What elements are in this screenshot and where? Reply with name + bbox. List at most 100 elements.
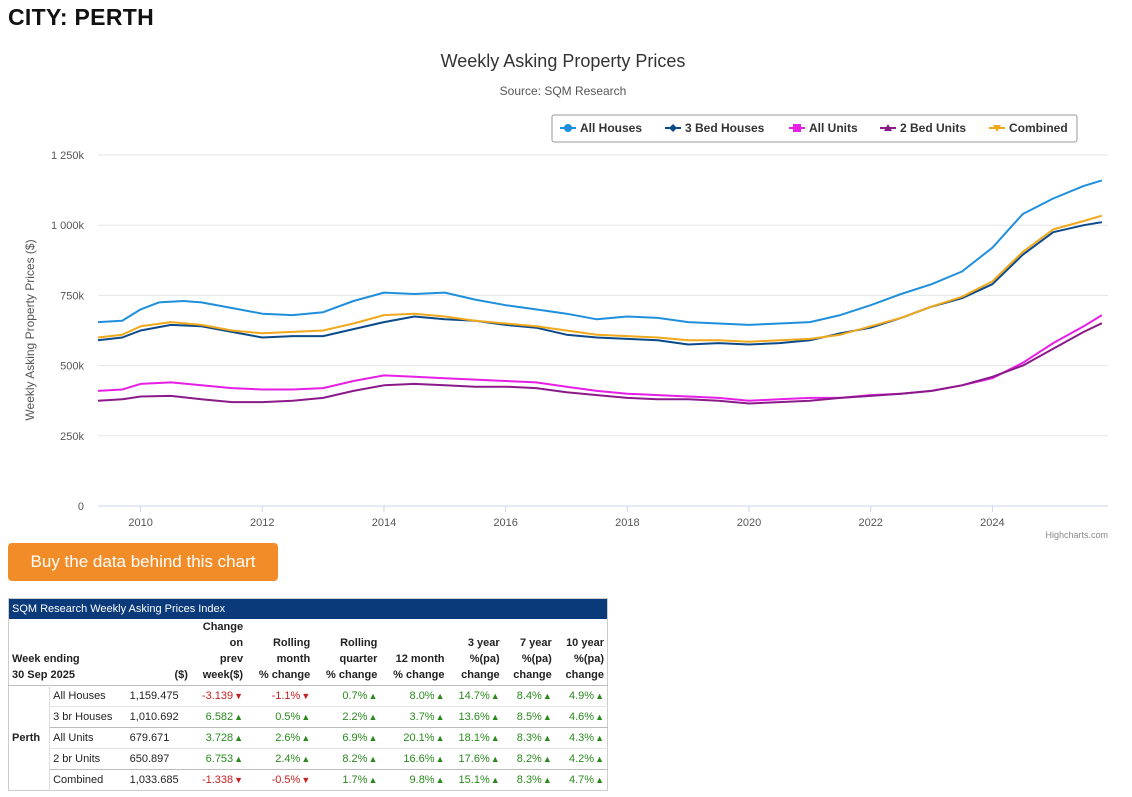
- legend-box: [551, 114, 1078, 143]
- table-row: 2 br Units 650.897 6.753▲ 2.4%▲ 8.2%▲ 16.6%▲ 1…: [9, 748, 608, 770]
- table-cell: 8.2%▲: [502, 748, 555, 770]
- chart-credits[interactable]: Highcharts.com: [1045, 530, 1108, 540]
- chart-legend: All Houses 3 Bed Houses All Units 2 Bed Uni…: [551, 114, 1078, 143]
- x-tick-label: 2014: [372, 517, 396, 529]
- table-cell: 15.1%▲: [447, 769, 503, 791]
- price-cell: 1,010.692: [126, 706, 191, 728]
- up-arrow-icon: ▲: [490, 754, 500, 764]
- price-chart: Weekly Asking Property Prices Source: SQ…: [23, 51, 1108, 540]
- table-cell: 20.1%▲: [380, 727, 448, 749]
- week-header: Week ending 30 Sep 2025: [12, 653, 80, 681]
- table-cell: 8.3%▲: [502, 727, 555, 749]
- table-cell: 0.5%▲: [246, 706, 314, 728]
- row-label: All Houses: [49, 685, 127, 707]
- table-cell: 4.7%▲: [554, 769, 608, 791]
- price-cell: 1,159.475: [126, 685, 191, 707]
- table-cell: 18.1%▲: [447, 727, 503, 749]
- up-arrow-icon: ▲: [368, 733, 378, 743]
- down-arrow-icon: ▼: [234, 691, 244, 701]
- up-arrow-icon: ▲: [490, 733, 500, 743]
- up-arrow-icon: ▲: [368, 712, 378, 722]
- up-arrow-icon: ▲: [234, 754, 244, 764]
- x-tick-label: 2024: [980, 517, 1004, 529]
- y-tick-label: 1 000k: [51, 220, 85, 232]
- table-cell: 14.7%▲: [447, 685, 503, 707]
- series-line-combined[interactable]: [97, 214, 1103, 343]
- up-arrow-icon: ▲: [542, 712, 552, 722]
- x-tick-label: 2012: [250, 517, 274, 529]
- table-cell: 6.582▲: [190, 706, 247, 728]
- table-cell: 3.728▲: [190, 727, 247, 749]
- table-cell: 2.6%▲: [246, 727, 314, 749]
- table-cell: 16.6%▲: [380, 748, 448, 770]
- price-index-table: SQM Research Weekly Asking Prices Index …: [8, 598, 608, 791]
- series-line-2-bed-units[interactable]: [97, 322, 1103, 405]
- table-cell: 1.7%▲: [313, 769, 381, 791]
- price-cell: 679.671: [126, 727, 191, 749]
- down-arrow-icon: ▼: [301, 691, 311, 701]
- y-tick-label: 1 250k: [51, 150, 85, 162]
- change-header: Change on prev week($): [202, 621, 244, 681]
- table-row: 3 br Houses 1,010.692 6.582▲ 0.5%▲ 2.2%▲ 3.7%…: [9, 706, 608, 728]
- rolling-month-header: Rolling month% change: [258, 637, 311, 681]
- up-arrow-icon: ▲: [490, 775, 500, 785]
- y-tick-label: 500k: [60, 361, 84, 373]
- twelve-month-header: 12 month% change: [393, 653, 445, 681]
- page-title: CITY: PERTH: [8, 4, 154, 30]
- city-label: Perth: [8, 685, 51, 791]
- legend-label: All Houses: [580, 121, 642, 135]
- table-cell: -0.5%▼: [246, 769, 314, 791]
- up-arrow-icon: ▲: [435, 733, 445, 743]
- series-line-all-houses[interactable]: [97, 179, 1103, 326]
- table-cell: 8.5%▲: [502, 706, 555, 728]
- table-cell: 17.6%▲: [447, 748, 503, 770]
- up-arrow-icon: ▲: [595, 691, 604, 701]
- up-arrow-icon: ▲: [435, 754, 445, 764]
- three-year-header: 3 year %(pa) change: [461, 637, 500, 681]
- legend-item-combined[interactable]: Combined: [989, 121, 1068, 135]
- triangle-icon: [884, 124, 892, 131]
- table-cell: 13.6%▲: [447, 706, 503, 728]
- table-cell: 6.753▲: [190, 748, 247, 770]
- y-axis: 0 250k 500k 750k 1 000k 1 250k: [51, 150, 85, 513]
- y-tick-label: 250k: [60, 431, 84, 443]
- chart-series: [97, 179, 1103, 405]
- up-arrow-icon: ▲: [301, 733, 311, 743]
- table-cell: 4.9%▲: [554, 685, 608, 707]
- legend-item-3-bed-houses[interactable]: 3 Bed Houses: [665, 121, 765, 135]
- up-arrow-icon: ▲: [542, 691, 552, 701]
- up-arrow-icon: ▲: [542, 775, 552, 785]
- x-tick-label: 2020: [737, 517, 761, 529]
- table-cell: 8.3%▲: [502, 769, 555, 791]
- table-title: SQM Research Weekly Asking Prices Index: [8, 598, 608, 619]
- up-arrow-icon: ▲: [368, 754, 378, 764]
- chart-title: Weekly Asking Property Prices: [441, 51, 686, 71]
- table-cell: -1.338▼: [190, 769, 247, 791]
- down-arrow-icon: ▼: [234, 775, 244, 785]
- table-cell: 4.3%▲: [554, 727, 608, 749]
- ten-year-header: 10 year %(pa) change: [565, 637, 604, 681]
- table-cell: 2.4%▲: [246, 748, 314, 770]
- up-arrow-icon: ▲: [301, 754, 311, 764]
- legend-item-all-houses[interactable]: All Houses: [560, 121, 642, 135]
- down-arrow-icon: ▼: [301, 775, 311, 785]
- up-arrow-icon: ▲: [595, 775, 604, 785]
- legend-label: All Units: [809, 121, 858, 135]
- up-arrow-icon: ▲: [542, 754, 552, 764]
- x-tick-label: 2016: [493, 517, 517, 529]
- legend-item-all-units[interactable]: All Units: [789, 121, 858, 135]
- buy-data-button[interactable]: Buy the data behind this chart: [8, 543, 278, 581]
- table-cell: 3.7%▲: [380, 706, 448, 728]
- table-cell: 8.0%▲: [380, 685, 448, 707]
- up-arrow-icon: ▲: [490, 712, 500, 722]
- up-arrow-icon: ▲: [234, 712, 244, 722]
- legend-item-2-bed-units[interactable]: 2 Bed Units: [880, 121, 966, 135]
- chart-subtitle: Source: SQM Research: [500, 84, 627, 98]
- up-arrow-icon: ▲: [542, 733, 552, 743]
- series-line-3-bed-houses[interactable]: [97, 221, 1103, 346]
- rolling-quarter-header: Rolling quarter% change: [326, 637, 378, 681]
- legend-label: 3 Bed Houses: [685, 121, 765, 135]
- table-cell: 2.2%▲: [313, 706, 381, 728]
- row-label: 2 br Units: [49, 748, 127, 770]
- price-cell: 1,033.685: [126, 769, 191, 791]
